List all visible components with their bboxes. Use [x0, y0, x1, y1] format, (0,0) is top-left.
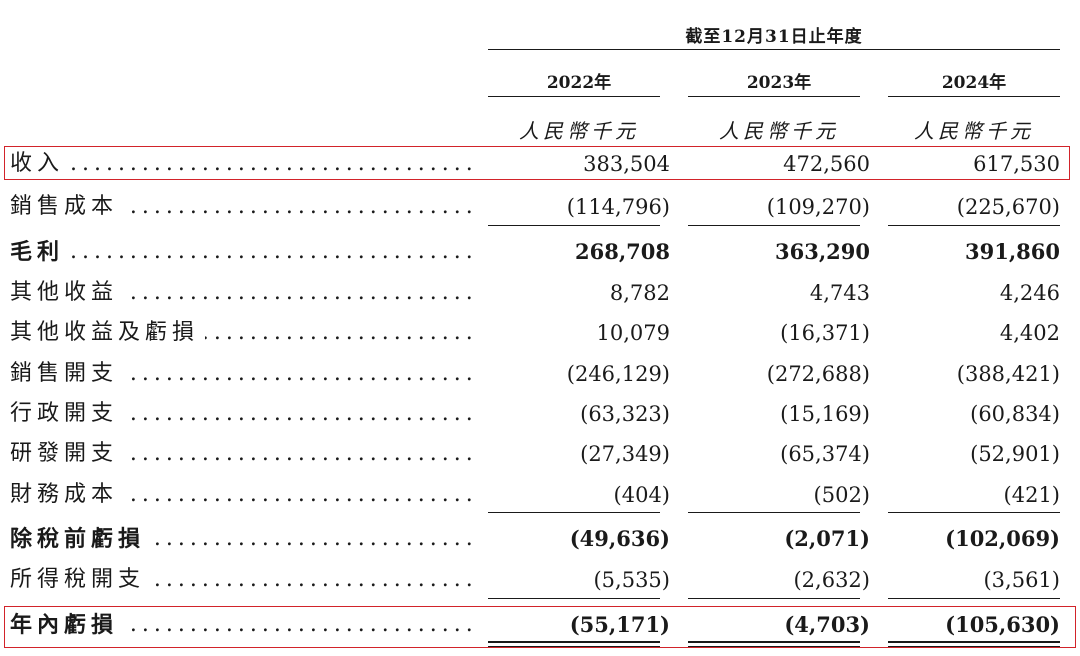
row-value: (4,703): [784, 612, 870, 637]
row-value: (15,169): [780, 402, 870, 426]
row-value: (2,071): [784, 526, 870, 551]
row-value: 391,860: [965, 239, 1060, 264]
year-rule-2022: [488, 96, 660, 97]
row-value: 268,708: [575, 239, 670, 264]
row-value: (105,630): [945, 612, 1060, 637]
year-header-2024: 2024年: [941, 73, 1007, 93]
row-label-rnd-expenses: 研發開支: [10, 440, 472, 468]
row-label-other-income: 其他收益: [10, 279, 472, 307]
row-value: 617,530: [973, 152, 1060, 176]
row-label-admin-expenses: 行政開支: [10, 400, 472, 428]
subtotal-rule: [688, 598, 860, 599]
row-value: 8,782: [609, 281, 670, 305]
row-value: (272,688): [766, 362, 870, 386]
subtotal-rule: [688, 225, 860, 226]
subtotal-rule: [888, 225, 1060, 226]
total-double-rule: [488, 641, 660, 643]
period-rule: [488, 49, 1060, 50]
row-value: (109,270): [766, 195, 870, 219]
row-value: (52,901): [970, 442, 1060, 466]
unit-label-2023: 人民幣千元: [719, 119, 839, 143]
row-value: (246,129): [566, 362, 670, 386]
row-label-revenue: 收入: [10, 150, 472, 178]
row-value: (225,670): [956, 195, 1060, 219]
row-label-finance-costs: 財務成本: [10, 481, 472, 509]
subtotal-rule: [488, 512, 660, 513]
row-value: 383,504: [583, 152, 670, 176]
row-value: (27,349): [580, 442, 670, 466]
row-value: (55,171): [569, 612, 670, 637]
subtotal-rule: [488, 225, 660, 226]
highlight-box-revenue: [4, 146, 1070, 180]
subtotal-rule: [488, 598, 660, 599]
row-value: (421): [1003, 483, 1060, 507]
row-value: (63,323): [580, 402, 670, 426]
row-value: (114,796): [566, 195, 670, 219]
row-value: (388,421): [956, 362, 1060, 386]
row-value: 10,079: [596, 321, 670, 345]
row-value: (502): [813, 483, 870, 507]
year-rule-2024: [888, 96, 1060, 97]
row-value: 4,402: [999, 321, 1060, 345]
year-rule-2023: [688, 96, 860, 97]
row-label-cost-of-sales: 銷售成本: [10, 193, 472, 221]
row-value: 472,560: [783, 152, 870, 176]
row-value: (3,561): [983, 568, 1060, 592]
row-value: (2,632): [793, 568, 870, 592]
subtotal-rule: [688, 512, 860, 513]
row-value: (16,371): [780, 321, 870, 345]
period-header: 截至12月31日止年度: [685, 27, 863, 47]
row-value: (49,636): [569, 526, 670, 551]
year-header-2022: 2022年: [546, 73, 612, 93]
subtotal-rule: [888, 598, 1060, 599]
unit-label-2024: 人民幣千元: [914, 119, 1034, 143]
row-label-loss-before-tax: 除稅前虧損: [10, 525, 472, 553]
row-value: (60,834): [970, 402, 1060, 426]
year-header-2023: 2023年: [746, 73, 812, 93]
row-label-loss-for-year: 年內虧損: [10, 611, 472, 639]
row-value: (102,069): [945, 526, 1060, 551]
unit-label-2022: 人民幣千元: [519, 119, 639, 143]
highlight-box-loss-for-year: [4, 606, 1076, 648]
subtotal-rule: [888, 512, 1060, 513]
total-double-rule: [688, 641, 860, 643]
row-label-other-gains-losses: 其他收益及虧損: [10, 319, 472, 347]
row-label-income-tax: 所得稅開支: [10, 566, 472, 594]
row-label-selling-expenses: 銷售開支: [10, 360, 472, 388]
row-value: 4,743: [809, 281, 870, 305]
total-double-rule: [888, 641, 1060, 643]
row-value: 4,246: [999, 281, 1060, 305]
row-value: 363,290: [775, 239, 870, 264]
row-value: (5,535): [593, 568, 670, 592]
row-label-gross-profit: 毛利: [10, 238, 472, 266]
row-value: (65,374): [780, 442, 870, 466]
row-value: (404): [613, 483, 670, 507]
